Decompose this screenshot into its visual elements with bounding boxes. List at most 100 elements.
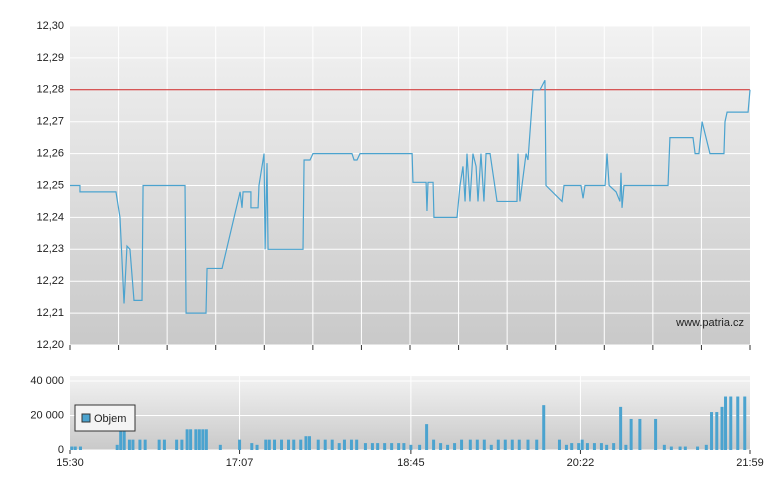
volume-bar <box>304 436 308 450</box>
y-tick-label: 12,25 <box>36 179 64 191</box>
volume-bar <box>704 444 708 450</box>
volume-bar <box>363 443 367 450</box>
y-tick-label: 12,21 <box>36 307 64 319</box>
y-tick-label: 12,23 <box>36 243 64 255</box>
volume-bar <box>267 439 271 450</box>
y-tick-label: 12,22 <box>36 275 64 287</box>
volume-bar <box>157 439 161 450</box>
volume-bar <box>307 436 311 450</box>
x-tick-label: 17:07 <box>226 457 254 469</box>
y-tick-label: 12,27 <box>36 116 64 128</box>
volume-bar <box>292 439 296 450</box>
x-tick-label: 20:22 <box>567 457 595 469</box>
volume-bar <box>489 444 493 450</box>
y-tick-label: 12,30 <box>36 20 64 32</box>
volume-bar <box>162 439 166 450</box>
volume-bar <box>115 444 119 450</box>
volume-bar <box>453 443 457 450</box>
volume-bar <box>390 443 394 450</box>
volume-bar <box>255 444 259 450</box>
y-tick-label: 12,29 <box>36 52 64 64</box>
volume-bar <box>189 429 193 450</box>
y-tick-label: 12,24 <box>36 211 64 223</box>
volume-bar <box>496 439 500 450</box>
volume-bar <box>715 412 719 450</box>
volume-bar <box>370 443 374 450</box>
volume-bar <box>204 429 208 450</box>
volume-bar <box>542 405 546 450</box>
volume-bar <box>337 443 341 450</box>
volume-bar <box>316 439 320 450</box>
volume-bar <box>683 446 687 450</box>
volume-bar <box>599 443 603 450</box>
volume-bar <box>175 439 179 450</box>
volume-bar <box>264 439 268 450</box>
volume-bar <box>517 439 521 450</box>
volume-bar <box>138 439 142 450</box>
volume-bar <box>605 444 609 450</box>
volume-bar <box>662 444 666 450</box>
volume-bar <box>185 429 189 450</box>
volume-bar <box>510 439 514 450</box>
volume-bar <box>299 439 303 450</box>
x-tick-label: 15:30 <box>56 457 84 469</box>
volume-bar <box>475 439 479 450</box>
volume-bar <box>736 396 740 450</box>
watermark: www.patria.cz <box>675 317 744 329</box>
volume-bar <box>619 406 623 450</box>
volume-bar <box>349 439 353 450</box>
volume-bar <box>570 443 574 450</box>
volume-bar <box>78 446 82 450</box>
volume-panel <box>70 376 750 450</box>
volume-bar <box>720 406 724 450</box>
volume-bar <box>710 412 714 450</box>
volume-bar <box>418 444 422 450</box>
volume-bar <box>131 439 135 450</box>
x-tick-label: 21:59 <box>736 457 764 469</box>
volume-bar <box>439 443 443 450</box>
volume-bar <box>482 439 486 450</box>
volume-bar <box>73 446 77 450</box>
volume-bar <box>577 443 581 450</box>
y-tick-label: 40 000 <box>30 375 64 387</box>
volume-bar <box>446 444 450 450</box>
volume-bar <box>724 396 728 450</box>
volume-bar <box>629 418 633 450</box>
volume-bar <box>180 439 184 450</box>
volume-bar <box>342 439 346 450</box>
price-line <box>70 79 751 314</box>
volume-bar <box>127 439 131 450</box>
volume-bar <box>503 439 507 450</box>
volume-bar <box>287 439 291 450</box>
y-tick-label: 12,26 <box>36 148 64 160</box>
volume-bar <box>409 444 413 450</box>
y-tick-label: 20 000 <box>30 409 64 421</box>
volume-bar <box>197 429 201 450</box>
volume-bar <box>696 446 700 450</box>
volume-bar <box>397 443 401 450</box>
volume-bar <box>580 439 584 450</box>
volume-bar <box>678 446 682 450</box>
volume-bar <box>383 443 387 450</box>
volume-bar <box>218 444 222 450</box>
volume-bar <box>194 429 198 450</box>
volume-bar <box>743 396 747 450</box>
volume-bar <box>201 429 205 450</box>
volume-bar <box>119 429 123 450</box>
volume-bar <box>624 444 628 450</box>
volume-bar <box>122 429 126 450</box>
x-tick-label: 18:45 <box>397 457 425 469</box>
volume-bar <box>273 439 277 450</box>
volume-bar <box>585 443 589 450</box>
volume-bar <box>526 439 530 450</box>
volume-bar <box>638 418 642 450</box>
volume-bar <box>432 439 436 450</box>
volume-bar <box>654 418 658 450</box>
volume-bar <box>729 396 733 450</box>
volume-bar <box>468 439 472 450</box>
volume-bar <box>592 443 596 450</box>
volume-bar <box>355 439 359 450</box>
volume-bar <box>238 439 242 450</box>
volume-bar <box>402 443 406 450</box>
